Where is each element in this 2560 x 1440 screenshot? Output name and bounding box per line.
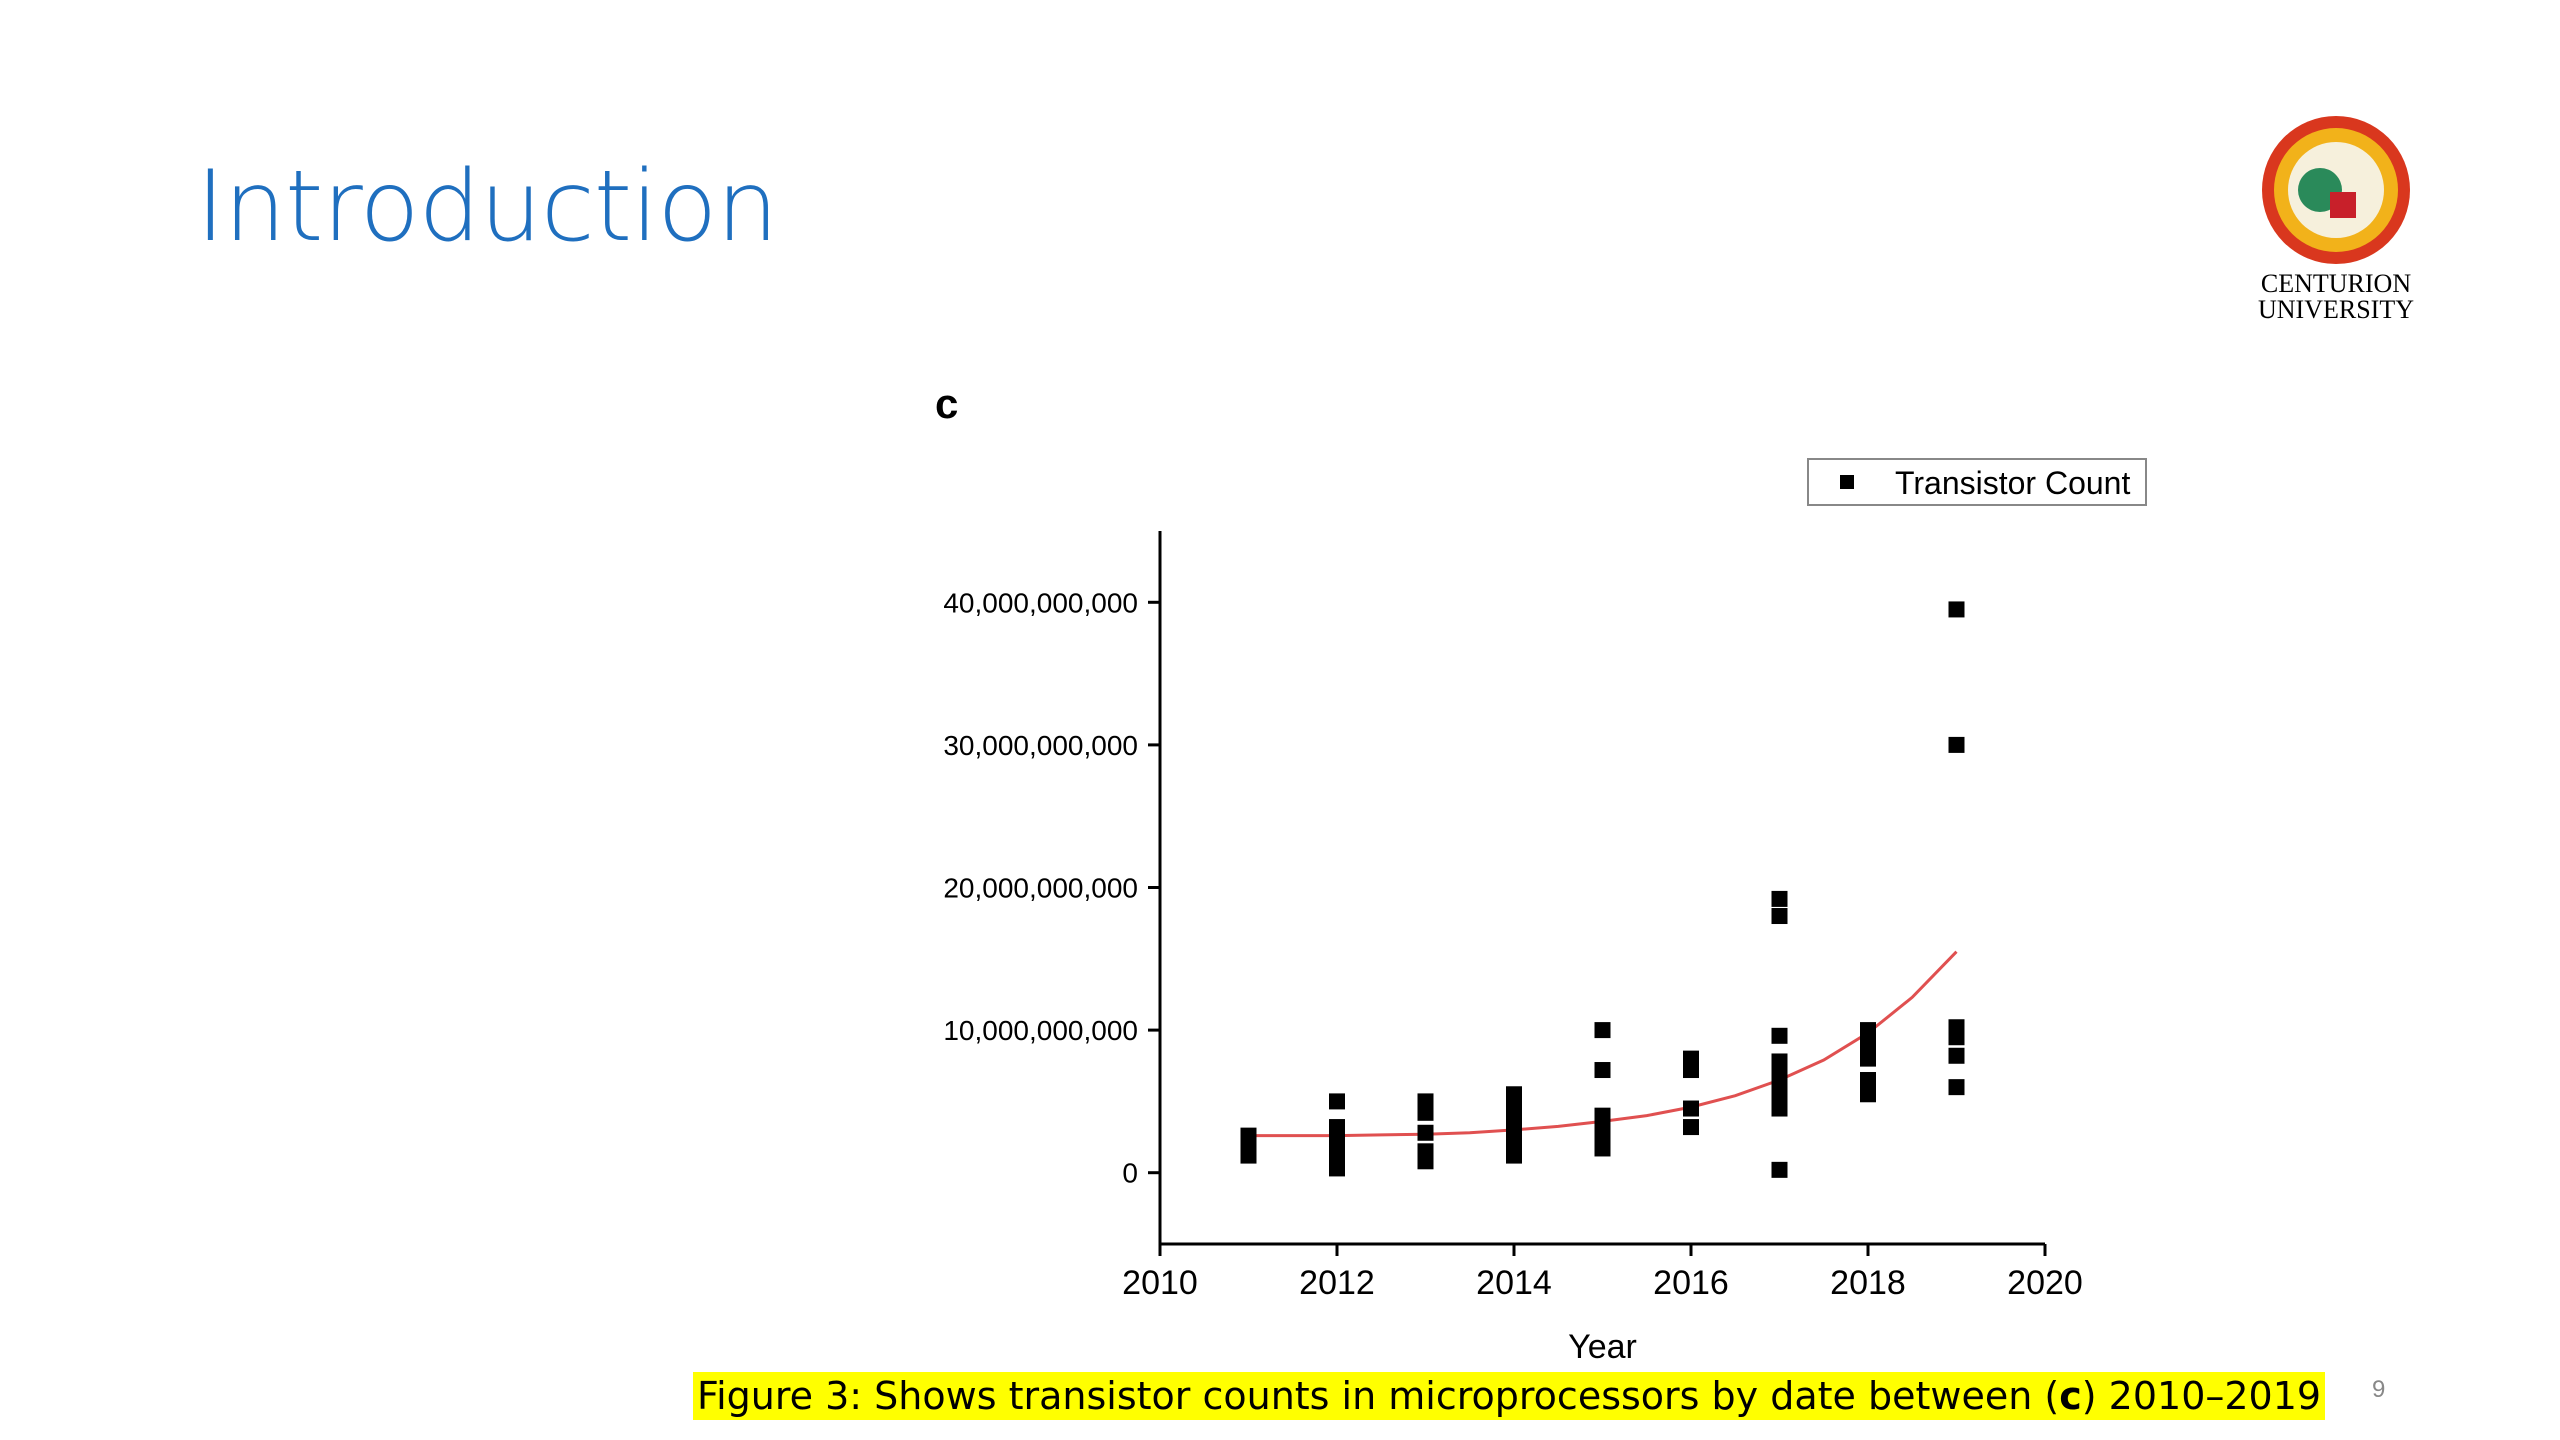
logo-text: UNIVERSITY [2258, 295, 2414, 324]
data-point [1683, 1100, 1699, 1117]
caption-text: Figure 3: Shows transistor counts in mic… [697, 1374, 2060, 1418]
data-point [1329, 1160, 1345, 1177]
data-point [1240, 1127, 1257, 1144]
caption: Figure 3: Shows transistor counts in mic… [693, 1372, 2326, 1420]
data-point [1948, 1079, 1965, 1096]
data-point [1417, 1153, 1434, 1170]
data-point [1594, 1062, 1611, 1079]
data-point [1948, 1029, 1965, 1046]
x-axis-label: Year [1568, 1328, 1637, 1366]
data-point [1594, 1140, 1611, 1157]
data-point [1771, 890, 1788, 907]
data-point [1771, 1027, 1788, 1044]
page-number: 9 [2372, 1376, 2386, 1403]
x-tick-label: 2020 [2007, 1264, 2083, 1302]
logo-emblem [2330, 192, 2356, 218]
data-point [1948, 601, 1965, 618]
data-point [1860, 1072, 1876, 1089]
logo-text: CENTURION [2261, 269, 2411, 298]
data-point [1506, 1086, 1522, 1103]
data-point [1683, 1062, 1699, 1079]
data-point [1771, 1161, 1788, 1178]
x-tick-label: 2010 [1122, 1264, 1198, 1302]
x-tick-label: 2012 [1299, 1264, 1375, 1302]
data-point [1860, 1086, 1876, 1103]
x-tick-label: 2018 [1830, 1264, 1906, 1302]
data-point [1506, 1147, 1522, 1164]
data-point [1417, 1104, 1434, 1121]
data-point [1771, 1086, 1788, 1103]
x-tick-label: 2016 [1653, 1264, 1729, 1302]
y-tick-label: 0 [1122, 1158, 1138, 1189]
data-point [1506, 1100, 1522, 1117]
data-point [1506, 1124, 1522, 1141]
data-point [1948, 736, 1965, 753]
legend-box [1807, 458, 2147, 506]
x-tick-label: 2014 [1476, 1264, 1552, 1302]
legend-label: Transistor Count [1895, 465, 2130, 501]
logo: CENTURION UNIVERSITY [2258, 116, 2414, 324]
data-point [1860, 1022, 1876, 1039]
y-tick-label: 30,000,000,000 [943, 730, 1138, 761]
legend-marker [1840, 475, 1854, 489]
caption-bold: c [2059, 1374, 2082, 1418]
y-tick-label: 10,000,000,000 [943, 1015, 1138, 1046]
data-point [1771, 1064, 1788, 1081]
slide-title: Introduction [196, 150, 778, 264]
data-point [1329, 1093, 1345, 1110]
data-point [1948, 1047, 1965, 1064]
y-tick-label: 40,000,000,000 [943, 587, 1138, 618]
data-point [1594, 1022, 1611, 1039]
data-point [1683, 1119, 1699, 1136]
data-point [1860, 1036, 1876, 1053]
data-point [1860, 1050, 1876, 1067]
y-tick-label: 20,000,000,000 [943, 873, 1138, 904]
data-point [1771, 1100, 1788, 1117]
data-point [1417, 1124, 1434, 1141]
caption-text: ) 2010–2019 [2081, 1374, 2322, 1418]
panel-label: c [935, 380, 958, 427]
data-point [1771, 908, 1788, 925]
